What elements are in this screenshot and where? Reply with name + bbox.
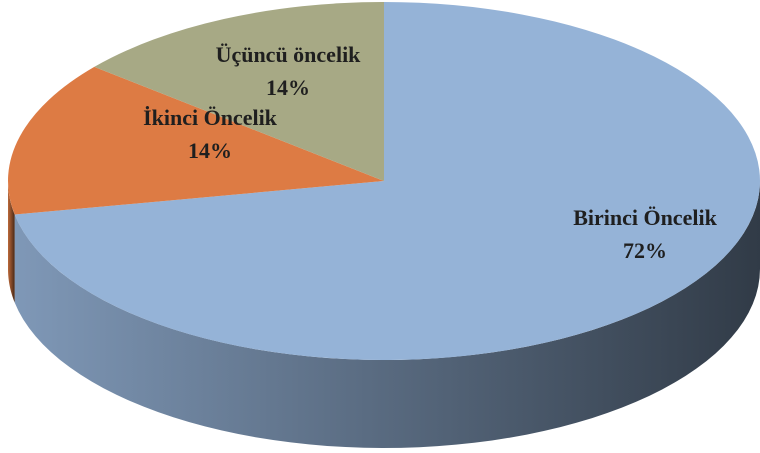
slice-label: Birinci Öncelik: [573, 205, 717, 230]
slice: [8, 66, 384, 215]
slice-label: Üçüncü öncelik: [216, 42, 362, 67]
slice-side: [14, 181, 760, 448]
slice: [94, 2, 384, 181]
slice-value-label: 14%: [188, 138, 232, 163]
slice-value-label: 72%: [623, 238, 667, 263]
slice-value-label: 14%: [266, 75, 310, 100]
slice-label: İkinci Öncelik: [143, 105, 278, 130]
slice-side: [8, 181, 15, 303]
slice: [14, 2, 760, 360]
